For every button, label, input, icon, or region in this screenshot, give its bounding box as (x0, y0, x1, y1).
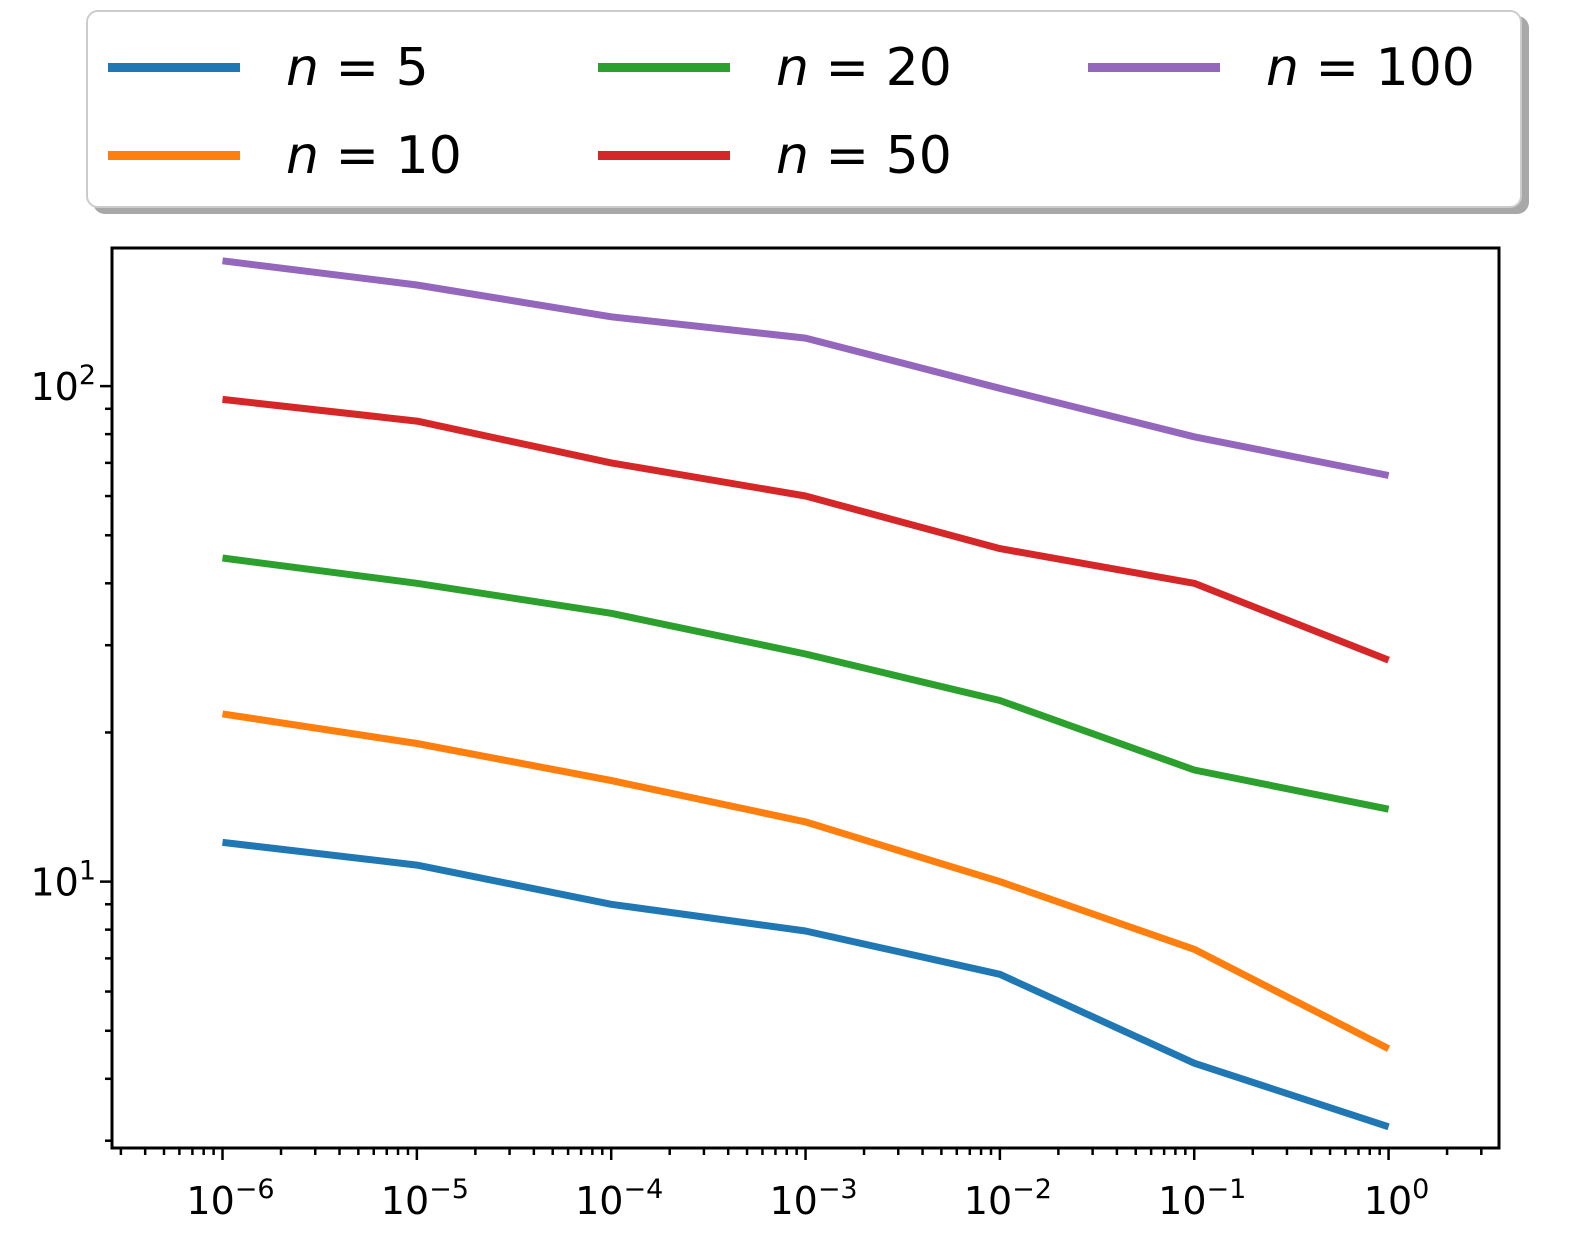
series-line-n-10 (221, 710, 1391, 1052)
plot-frame (110, 246, 1501, 1150)
x-tick-label: 10−4 (575, 1174, 663, 1223)
x-tick-label: 100 (1364, 1174, 1430, 1223)
legend-label-value: 20 (885, 38, 952, 98)
legend-swatch-n-20 (598, 63, 730, 72)
legend-swatch-n-5 (108, 63, 240, 72)
x-tick-label: 10−3 (769, 1174, 857, 1223)
x-tick-label: 10−5 (381, 1174, 469, 1223)
legend-swatch-n-100 (1088, 63, 1220, 72)
legend-label-var: n (1266, 38, 1299, 98)
series-line-n-20 (222, 554, 1390, 813)
tick-layer: 10−6 10−5 10−4 10−3 10−2 10−1 100 101 102 (30, 360, 1483, 1223)
legend-label-var: n (776, 126, 809, 186)
y-tick-label: 101 (30, 856, 96, 905)
legend-swatch-n-10 (108, 151, 240, 160)
legend-label-var: n (286, 38, 319, 98)
legend-label-var: n (776, 38, 809, 98)
legend-label-value: 100 (1375, 38, 1475, 98)
legend: n = 5 n = 10 n = 20 n = 50 n = 100 (86, 10, 1522, 208)
series-line-n-100 (222, 257, 1390, 479)
series-layer (221, 257, 1391, 1131)
series-line-n-50 (222, 395, 1390, 664)
legend-label-value: 5 (395, 38, 429, 98)
x-tick-label: 10−1 (1158, 1174, 1246, 1223)
x-tick-label: 10−2 (964, 1174, 1052, 1223)
y-tick-label: 102 (30, 360, 96, 409)
legend-label-value: 50 (885, 126, 952, 186)
legend-label-value: 10 (395, 126, 462, 186)
legend-label-var: n (286, 126, 319, 186)
x-tick-label: 10−6 (186, 1174, 274, 1223)
legend-swatch-n-50 (598, 151, 730, 160)
series-line-n-5 (222, 838, 1390, 1131)
